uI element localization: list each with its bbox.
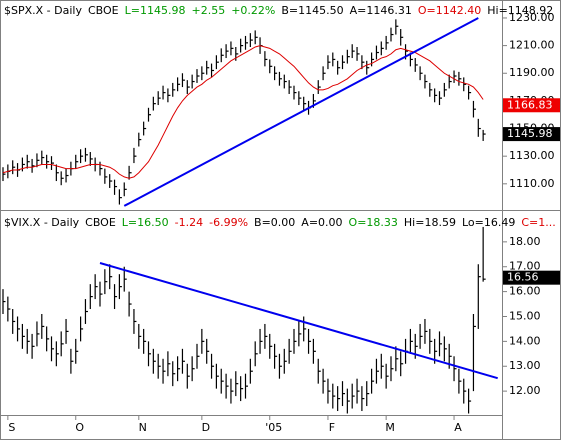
price-label-box <box>503 127 560 142</box>
y-tick-label: 1230.00 <box>509 11 555 24</box>
y-tick-label: 1190.00 <box>509 66 555 79</box>
header-item: Hi=1148.92 <box>487 4 553 17</box>
x-tick-label: '05 <box>265 421 282 434</box>
y-tick-label: 1210.00 <box>509 39 555 52</box>
header-item: O=18.33 <box>349 216 398 229</box>
header-item: L=16.50 <box>122 216 169 229</box>
header-item: CBOE <box>85 216 116 229</box>
header-item: B=1145.50 <box>281 4 343 17</box>
price-label: 16.56 <box>507 271 539 284</box>
header-item: +0.22% <box>231 4 275 17</box>
header-item: Hi=18.59 <box>404 216 456 229</box>
price-label-box <box>503 98 560 113</box>
y-tick-label: 12.00 <box>509 384 541 397</box>
header-item: L=1145.98 <box>125 4 186 17</box>
header-item: -6.99% <box>209 216 248 229</box>
header-item: O=1142.40 <box>418 4 481 17</box>
x-tick-label: N <box>139 421 147 434</box>
header-item: A=1146.31 <box>350 4 412 17</box>
y-tick-label: 1130.00 <box>509 149 555 162</box>
price-label: 1166.83 <box>507 98 553 111</box>
y-tick-label: 15.00 <box>509 309 541 322</box>
header-item: +2.55 <box>191 4 225 17</box>
price-label-box <box>503 270 560 285</box>
x-tick-label: O <box>75 421 84 434</box>
x-tick-label: F <box>329 421 335 434</box>
trendline <box>123 17 479 207</box>
y-tick-label: 13.00 <box>509 359 541 372</box>
header-item: A=0.00 <box>301 216 342 229</box>
y-tick-label: 14.00 <box>509 334 541 347</box>
header-item: -1.24 <box>175 216 203 229</box>
trendline <box>99 262 498 380</box>
y-tick-label: 17.00 <box>509 260 541 273</box>
header-item: Lo=16.49 <box>462 216 515 229</box>
header-item: C=1... <box>521 216 555 229</box>
header-item: $VIX.X - Daily <box>4 216 80 229</box>
header-item: B=0.00 <box>254 216 295 229</box>
x-tick-label: D <box>202 421 210 434</box>
header-item: $SPX.X - Daily <box>4 4 82 17</box>
x-tick-label: S <box>8 421 15 434</box>
y-tick-label: 18.00 <box>509 235 541 248</box>
moving-average <box>2 45 484 179</box>
header-item: CBOE <box>88 4 119 17</box>
price-label: 1145.98 <box>507 127 553 140</box>
y-tick-label: 16.00 <box>509 285 541 298</box>
y-tick-label: 1110.00 <box>509 177 555 190</box>
x-tick-label: A <box>454 421 462 434</box>
x-tick-label: M <box>385 421 395 434</box>
